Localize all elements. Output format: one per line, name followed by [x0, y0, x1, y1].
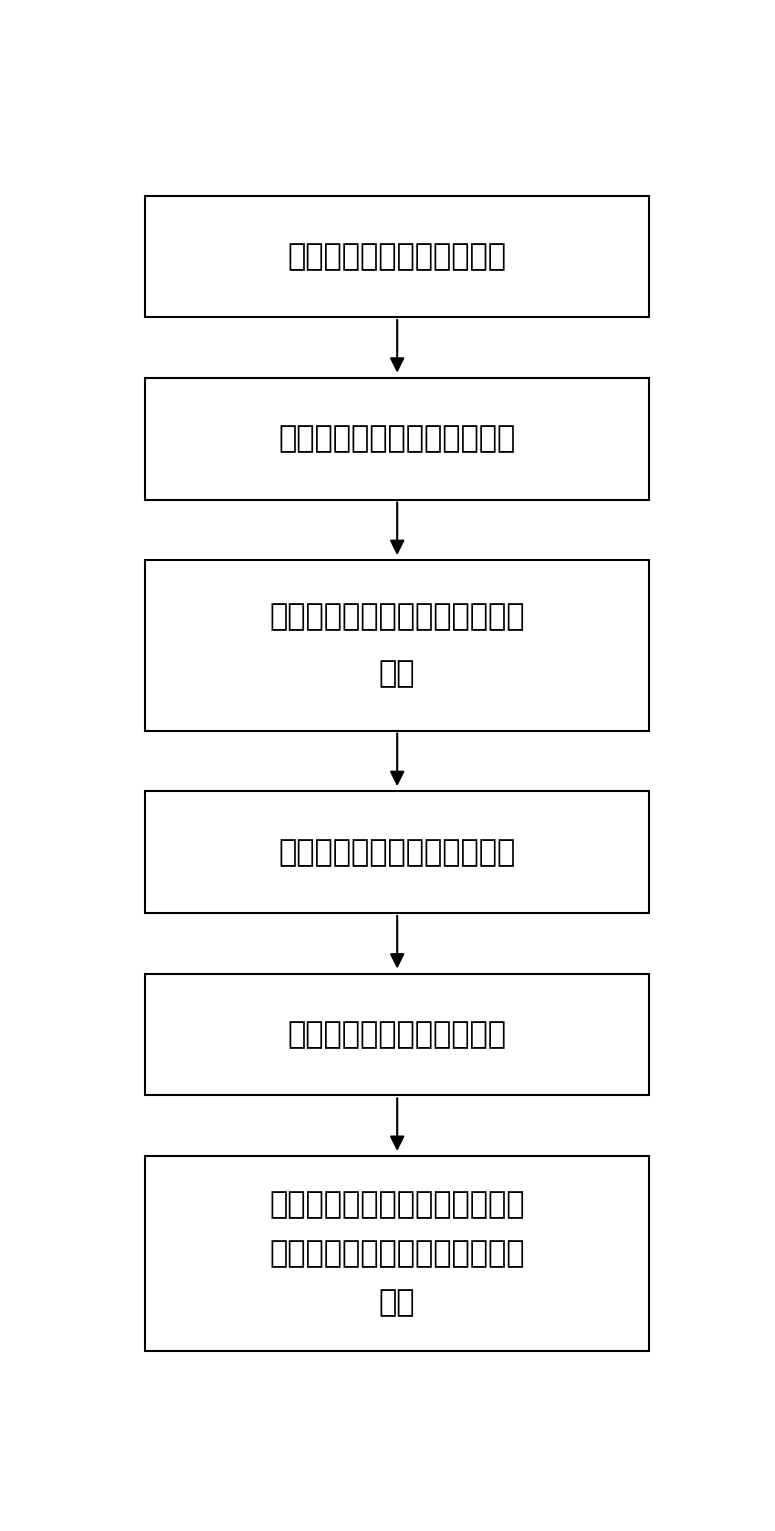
Text: 自适应分层聚类去除噪声，并估: 自适应分层聚类去除噪声，并估 [270, 1191, 525, 1219]
Text: 去除时频单源点中的孤立点: 去除时频单源点中的孤立点 [288, 1020, 507, 1049]
Text: 从接收传感器获取观测信号: 从接收传感器获取观测信号 [288, 242, 507, 271]
Text: 计混合矩阵以验证复角方法的正: 计混合矩阵以验证复角方法的正 [270, 1239, 525, 1268]
Text: 对观测信号进行空间时频变换: 对观测信号进行空间时频变换 [278, 424, 516, 453]
Bar [145, 196, 649, 317]
Text: 复角: 复角 [379, 660, 415, 689]
Text: 复角检测算法选取时频单源点: 复角检测算法选取时频单源点 [278, 837, 516, 867]
Bar [145, 792, 649, 912]
Bar [145, 974, 649, 1095]
Bar [145, 1156, 649, 1350]
Text: 时频域计算各传感器接收信号的: 时频域计算各传感器接收信号的 [270, 603, 525, 632]
Bar [145, 378, 649, 499]
Bar [145, 560, 649, 730]
Text: 确性: 确性 [379, 1288, 415, 1317]
